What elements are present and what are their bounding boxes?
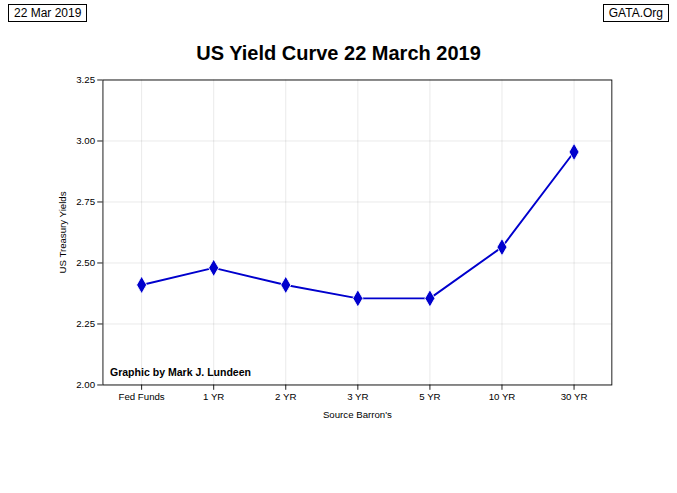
svg-text:5 YR: 5 YR	[419, 391, 440, 402]
svg-text:2.00: 2.00	[76, 379, 95, 390]
svg-text:Graphic by Mark J. Lundeen: Graphic by Mark J. Lundeen	[110, 366, 251, 378]
svg-text:30 YR: 30 YR	[561, 391, 588, 402]
svg-text:Fed Funds: Fed Funds	[119, 391, 165, 402]
html-text:US Yield Curve 22 March 2019: US Yield Curve 22 March 2019	[196, 42, 481, 64]
svg-text:2.50: 2.50	[76, 257, 95, 268]
svg-text:3.00: 3.00	[76, 135, 95, 146]
html-text:GATA.Org: GATA.Org	[608, 6, 663, 20]
svg-text:3.25: 3.25	[76, 74, 95, 85]
svg-text:2.75: 2.75	[76, 196, 95, 207]
svg-text:2.25: 2.25	[76, 318, 95, 329]
svg-text:2 YR: 2 YR	[275, 391, 296, 402]
svg-text:10 YR: 10 YR	[489, 391, 516, 402]
svg-text:Source Barron's: Source Barron's	[323, 409, 392, 420]
svg-text:1 YR: 1 YR	[203, 391, 224, 402]
svg-text:US Treasury Yields: US Treasury Yields	[57, 191, 68, 273]
html-text:22 Mar 2019: 22 Mar 2019	[14, 6, 82, 20]
svg-text:3 YR: 3 YR	[347, 391, 368, 402]
